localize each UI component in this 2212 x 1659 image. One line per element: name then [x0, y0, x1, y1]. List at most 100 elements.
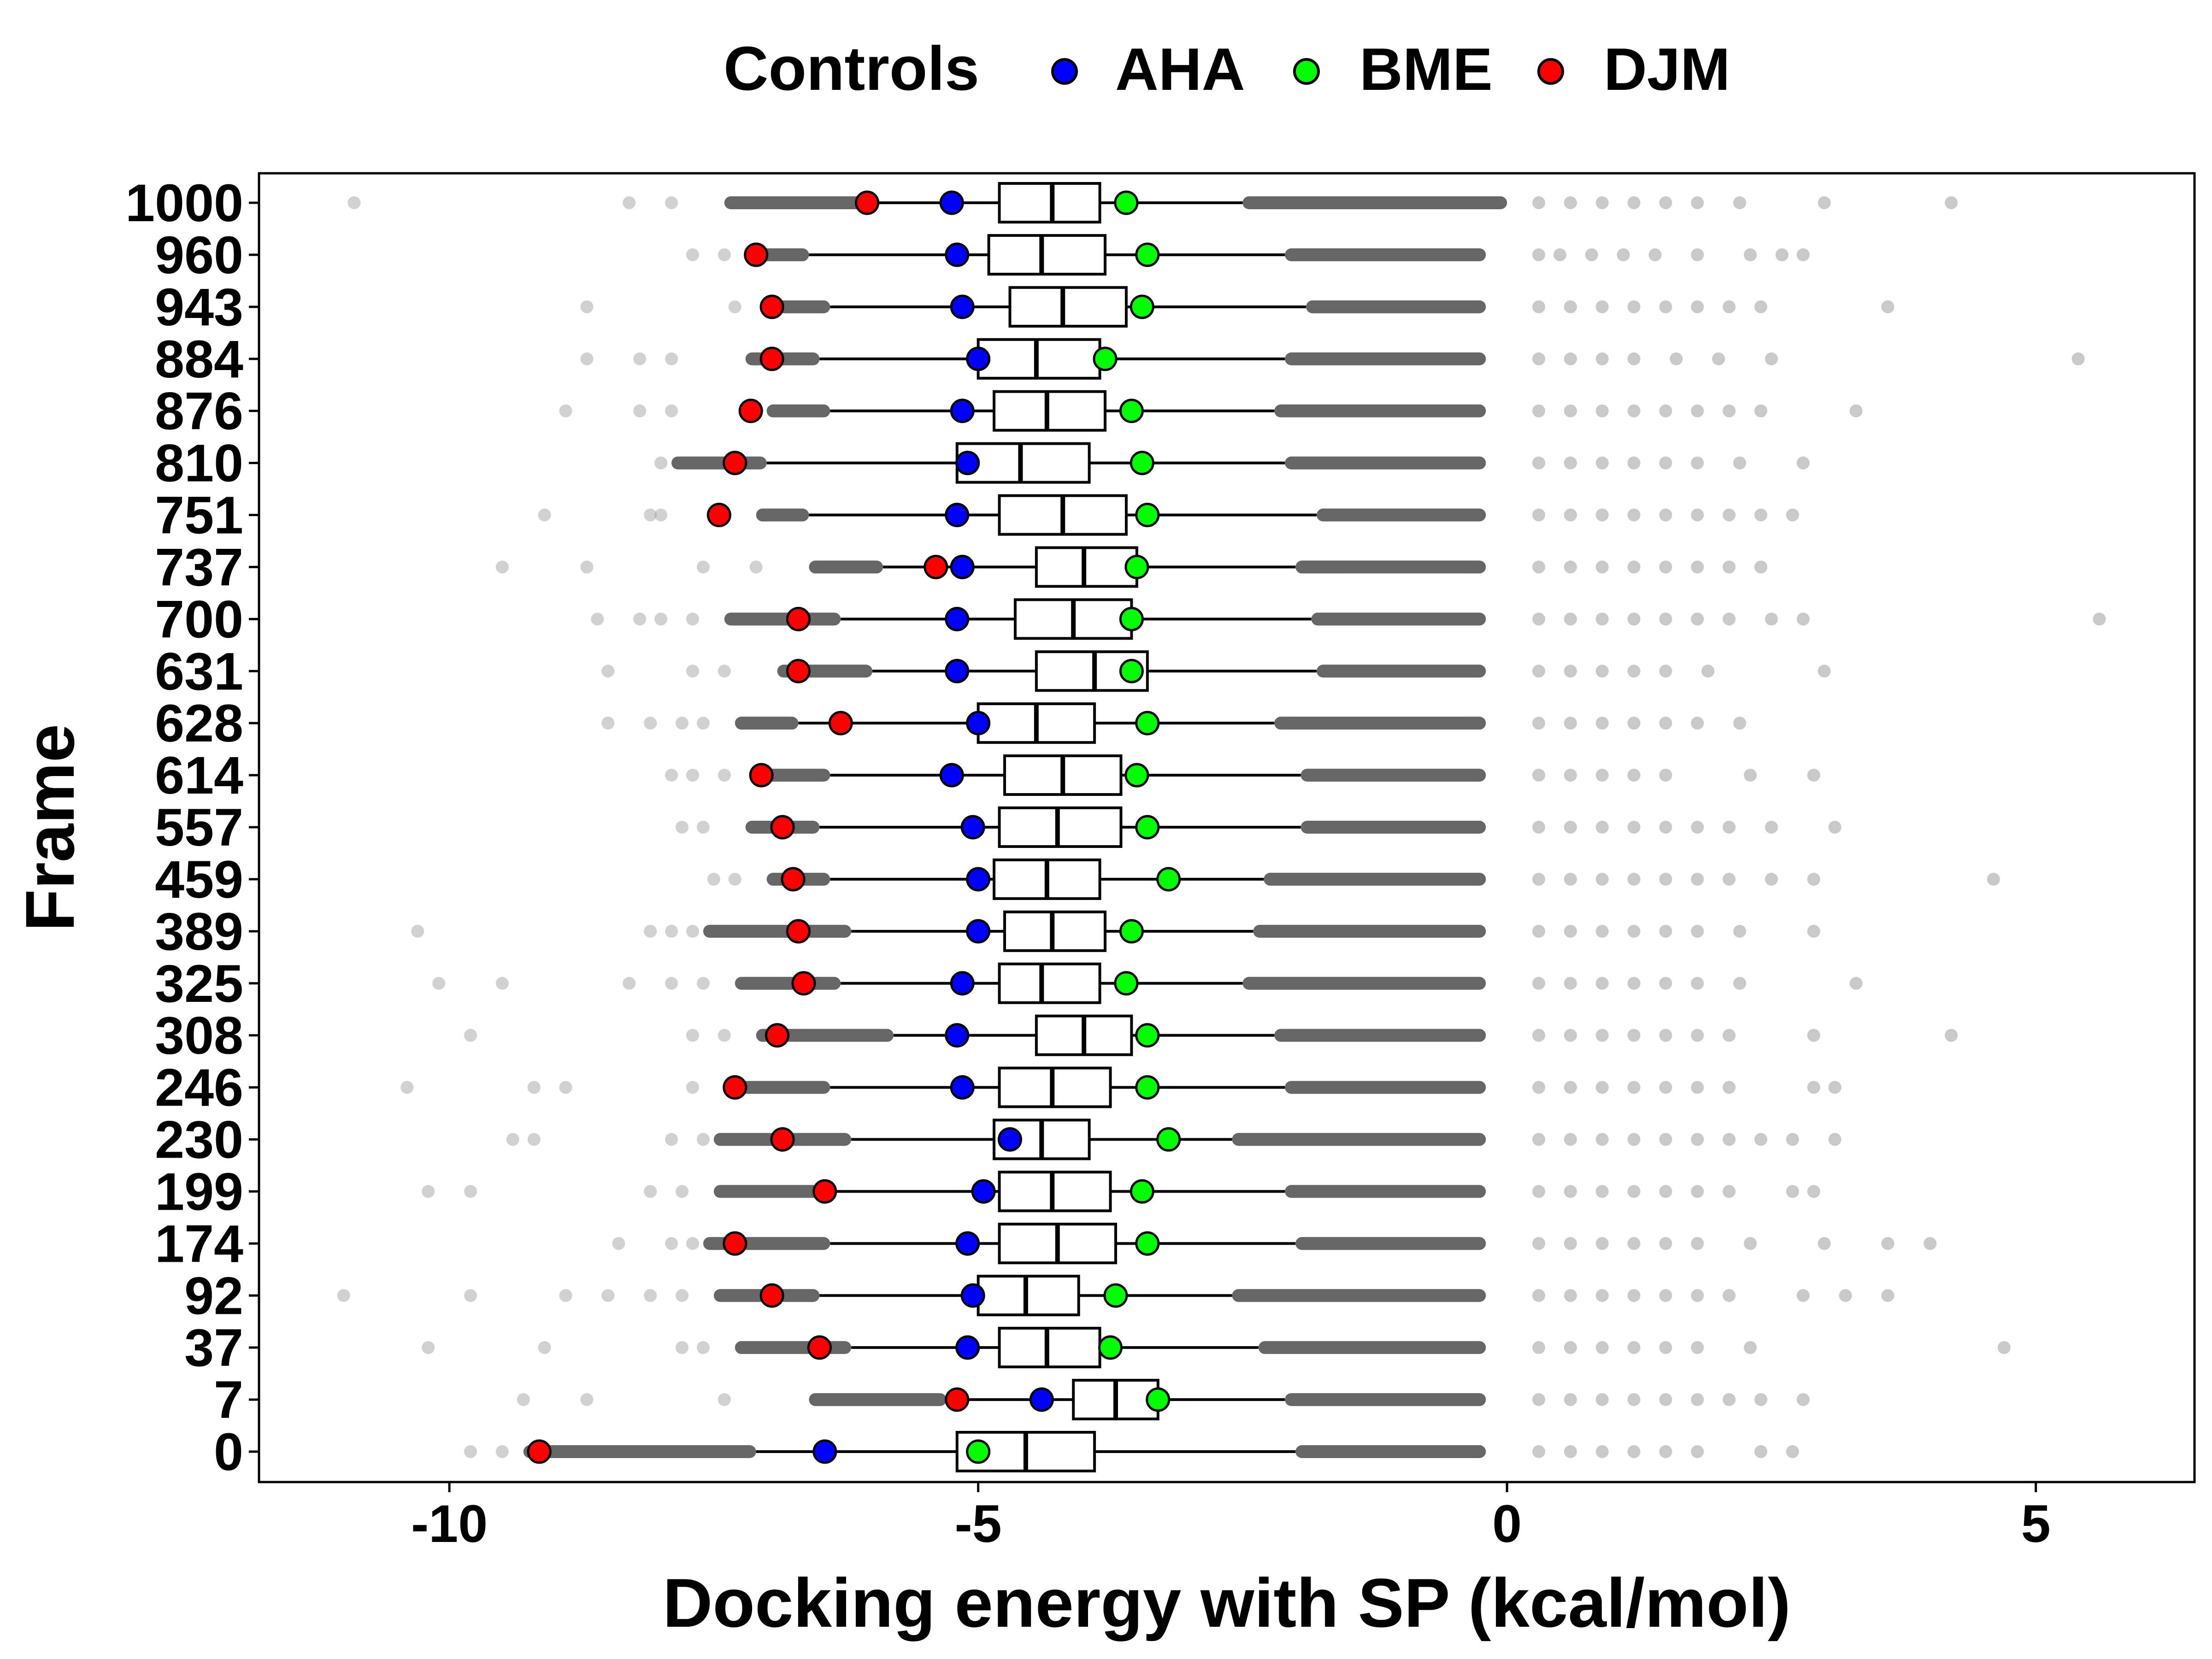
outlier-point: [1595, 404, 1609, 418]
outlier-point: [1595, 1445, 1609, 1458]
outlier-point: [1744, 769, 1757, 782]
outlier-point: [1627, 717, 1641, 730]
outlier-band-low: [735, 977, 841, 990]
outlier-point: [1754, 560, 1768, 574]
outlier-point: [1754, 300, 1768, 313]
outlier-point: [1754, 1393, 1768, 1406]
outlier-point: [1849, 977, 1863, 990]
y-tick-label: 37: [184, 1318, 243, 1377]
frame-row-700: [591, 598, 2106, 640]
outlier-point: [1564, 1081, 1577, 1094]
outlier-point: [464, 1445, 477, 1458]
control-point-bme: [1135, 1023, 1160, 1048]
outlier-point: [1532, 508, 1546, 522]
outlier-point: [1723, 1185, 1736, 1198]
outlier-point: [1849, 404, 1863, 418]
outlier-point: [1723, 508, 1736, 522]
y-tick-label: 199: [155, 1162, 243, 1221]
outlier-point: [1595, 924, 1609, 938]
outlier-point: [1691, 248, 1704, 261]
outlier-point: [686, 248, 699, 261]
outlier-point: [1627, 456, 1641, 470]
outlier-point: [1733, 717, 1747, 730]
y-tick-label: 389: [155, 902, 243, 961]
control-point-aha: [945, 1023, 970, 1048]
y-tick-label: 943: [155, 278, 243, 337]
outlier-point: [707, 872, 720, 886]
outlier-point: [1532, 717, 1546, 730]
outlier-point: [1617, 248, 1630, 261]
iqr-box: [998, 182, 1101, 224]
outlier-point: [718, 248, 731, 261]
outlier-point: [580, 300, 594, 313]
iqr-box: [998, 1171, 1112, 1212]
outlier-point: [1807, 872, 1820, 886]
outlier-band-high: [1253, 924, 1486, 938]
outlier-point: [1733, 196, 1747, 209]
frame-row-751: [538, 494, 1799, 536]
outlier-point: [1754, 404, 1768, 418]
outlier-point: [411, 924, 424, 938]
outlier-point: [495, 1445, 509, 1458]
outlier-point: [527, 1081, 541, 1094]
outlier-point: [1595, 1289, 1609, 1302]
outlier-point: [400, 1081, 414, 1094]
y-tick-label: 557: [155, 798, 243, 857]
control-point-aha: [945, 606, 970, 631]
outlier-point: [676, 821, 689, 834]
outlier-band-high: [1300, 769, 1486, 782]
outlier-band-high: [1232, 1133, 1486, 1146]
outlier-point: [696, 560, 710, 574]
frame-row-37: [422, 1327, 2011, 1369]
outlier-point: [1595, 821, 1609, 834]
outlier-point: [1796, 612, 1810, 626]
outlier-point: [1945, 1029, 1958, 1042]
outlier-point: [464, 1289, 477, 1302]
outlier-point: [1595, 769, 1609, 782]
outlier-point: [1595, 352, 1609, 365]
y-tick-label: 174: [155, 1214, 243, 1273]
frame-row-199: [422, 1171, 1820, 1212]
outlier-point: [1532, 404, 1546, 418]
outlier-band-high: [1285, 1081, 1486, 1094]
outlier-point: [1532, 560, 1546, 574]
outlier-point: [1691, 1081, 1704, 1094]
outlier-point: [1818, 665, 1831, 678]
legend-label-bme: BME: [1359, 35, 1493, 103]
y-tick-label: 810: [155, 434, 243, 493]
y-tick-label: 628: [155, 694, 243, 753]
outlier-point: [1595, 1029, 1609, 1042]
outlier-point: [1723, 560, 1736, 574]
outlier-point: [559, 1289, 572, 1302]
outlier-point: [1585, 248, 1598, 261]
control-point-aha: [966, 711, 991, 735]
outlier-point: [1595, 300, 1609, 313]
outlier-point: [1564, 508, 1577, 522]
outlier-point: [696, 1341, 710, 1354]
control-point-aha: [955, 451, 980, 476]
control-point-bme: [1114, 190, 1139, 215]
outlier-point: [580, 352, 594, 365]
outlier-point: [1691, 612, 1704, 626]
outlier-point: [676, 717, 689, 730]
outlier-band-high: [1232, 1289, 1486, 1302]
outlier-point: [1659, 665, 1672, 678]
outlier-point: [1691, 456, 1704, 470]
iqr-box: [987, 234, 1107, 276]
control-point-aha: [945, 503, 970, 527]
control-point-bme: [1119, 399, 1144, 424]
control-point-aha: [950, 971, 975, 996]
outlier-point: [1786, 1185, 1799, 1198]
outlier-point: [1659, 1445, 1672, 1458]
outlier-point: [1532, 769, 1546, 782]
outlier-band-high: [1295, 1445, 1486, 1458]
outlier-point: [1712, 352, 1725, 365]
outlier-point: [1532, 1133, 1546, 1146]
outlier-point: [686, 612, 699, 626]
y-tick-label: 960: [155, 226, 243, 285]
outlier-band-low: [809, 1393, 947, 1406]
control-point-djm: [527, 1439, 552, 1464]
outlier-point: [1532, 1445, 1546, 1458]
control-point-djm: [786, 919, 811, 944]
outlier-point: [1924, 1237, 1937, 1250]
